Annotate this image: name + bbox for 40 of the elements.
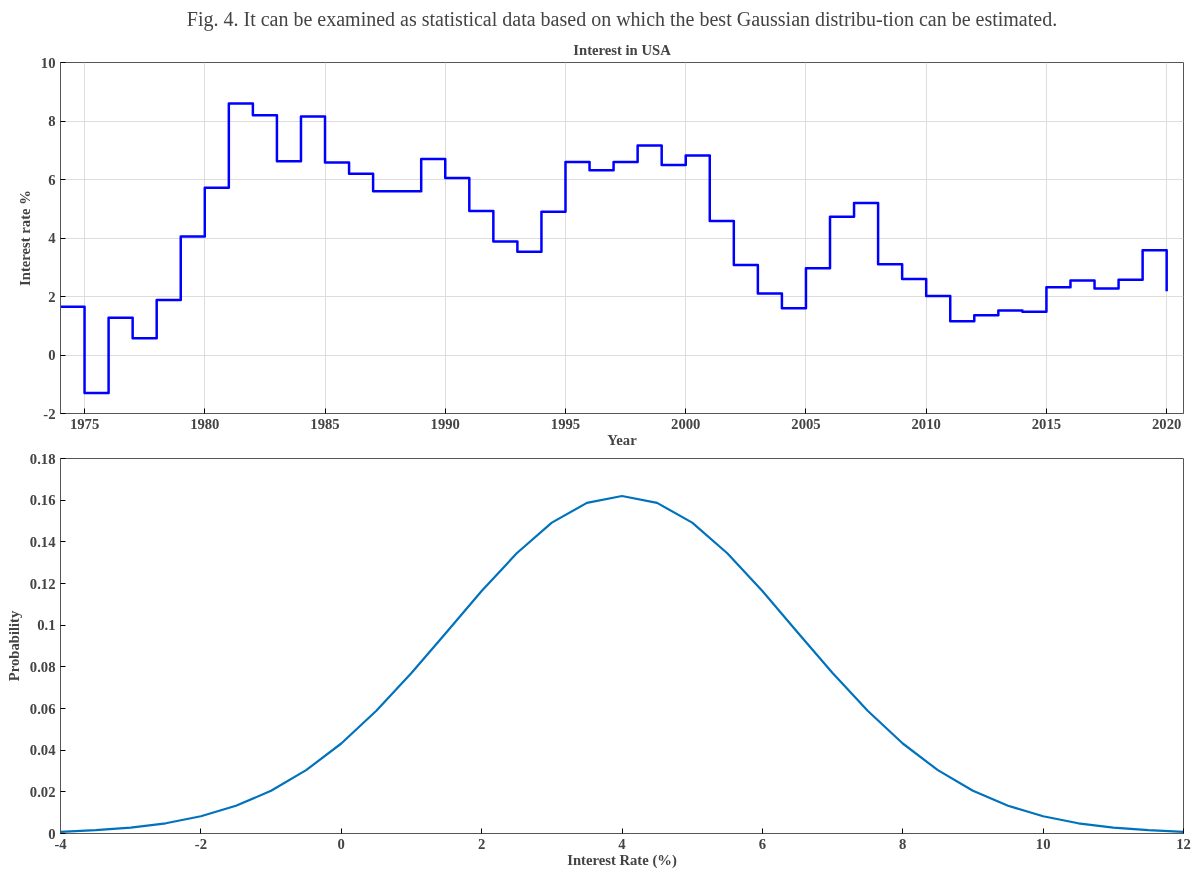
x-tick-label: 2	[477, 835, 486, 852]
y-tick-label: 0.08	[29, 658, 56, 675]
x-tick-label: 1975	[69, 415, 100, 432]
y-tick-label: 0	[48, 347, 56, 363]
x-tick-label: 0	[337, 835, 345, 852]
chart-title: Interest in USA	[573, 41, 672, 58]
y-axis-title: Probability	[5, 610, 22, 682]
y-tick-label: 2	[48, 288, 56, 305]
x-tick-label: -4	[54, 835, 68, 852]
x-tick-label: 6	[758, 835, 767, 852]
y-tick-label: 0.12	[29, 575, 56, 592]
x-tick-label: 2015	[1031, 415, 1062, 432]
x-tick-label: 1990	[430, 415, 460, 432]
y-tick-label: 0.18	[29, 450, 56, 467]
y-tick-label: 10	[40, 54, 56, 71]
x-tick-label: 4	[618, 835, 627, 852]
y-tick-label: 0.02	[29, 783, 56, 800]
x-tick-label: 12	[1176, 835, 1191, 852]
y-tick-label: 8	[48, 113, 56, 129]
x-tick-label: 1995	[550, 415, 581, 432]
x-tick-label: 2010	[911, 415, 941, 432]
x-axis-title: Year	[607, 431, 638, 448]
y-tick-label: 0.16	[29, 492, 56, 509]
x-axis-title: Interest Rate (%)	[567, 851, 677, 869]
x-tick-label: 10	[1035, 835, 1051, 852]
y-tick-label: 6	[48, 171, 56, 188]
x-tick-label: 1980	[190, 415, 220, 432]
x-tick-label: 2005	[791, 415, 821, 432]
y-tick-label: 0.1	[37, 617, 56, 634]
x-tick-label: 2020	[1152, 415, 1182, 432]
y-axis-title: Interest rate %	[16, 190, 33, 286]
y-tick-label: 0.06	[29, 700, 56, 717]
caption: Fig. 4. It can be examined as statistical data based on which the best Gaussian distribu-tion can be estimated.	[186, 7, 1058, 31]
x-tick-label: -2	[194, 835, 207, 852]
x-tick-label: 8	[899, 835, 907, 852]
x-tick-label: 2000	[671, 415, 701, 432]
y-tick-label: 4	[48, 230, 57, 246]
y-tick-label: 0.04	[29, 742, 57, 759]
y-tick-label: 0.14	[29, 533, 57, 550]
x-tick-label: 1985	[310, 415, 340, 432]
